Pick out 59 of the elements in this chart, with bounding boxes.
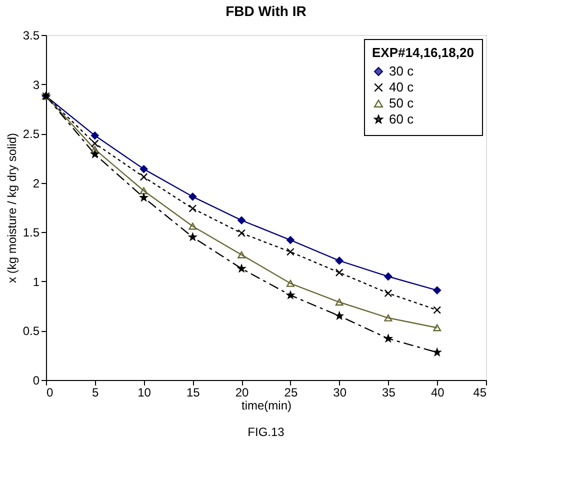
point [433,324,442,332]
x-tick-label: 0 [46,386,54,400]
point [384,272,392,280]
point [286,248,294,256]
point [238,216,246,224]
y-tick-label: 3 [32,78,40,92]
y-axis-title: x (kg moisture / kg dry solid) [4,132,19,284]
legend-label: 50 c [389,96,414,110]
x-tick-label: 5 [92,386,100,400]
y-tick-label: 0 [32,374,40,388]
x-tick-label: 20 [235,386,250,400]
caption: FIG.13 [248,425,285,439]
point [238,229,246,238]
y-tick-label: 0.5 [22,324,40,338]
point [286,236,294,244]
x-axis-title: time(min) [242,398,292,412]
point [140,194,148,201]
x-tick-label: 45 [473,386,487,400]
point [433,306,442,314]
point [384,314,392,322]
point [335,268,344,277]
point [238,264,246,272]
point [140,172,148,181]
point [90,132,99,140]
y-tick-label: 1.5 [22,226,40,240]
point [433,348,441,356]
x-tick-label: 35 [382,386,396,400]
point [335,298,344,306]
point [433,286,442,294]
point [286,291,294,299]
point [384,334,392,342]
point [188,233,196,240]
legend-label: 40 c [389,80,414,94]
point [90,139,99,148]
x-tick-label: 15 [186,386,200,400]
point [188,222,197,230]
point [384,289,392,298]
legend-label: 30 c [389,64,414,78]
chart-title: FBD With IR [226,3,306,19]
x-tick-label: 25 [284,386,298,400]
x-tick-label: 30 [333,386,347,400]
point [238,251,246,258]
point [90,146,99,153]
point [140,165,148,174]
y-tick-label: 2.5 [22,127,40,142]
legend-label: 60 c [389,112,414,126]
point [188,204,197,212]
point [140,187,148,194]
point [286,280,294,287]
y-tick-label: 2 [32,176,40,190]
point [188,192,197,201]
point [336,312,344,320]
point [91,150,99,158]
x-tick-label: 40 [430,386,445,400]
x-tick-label: 10 [138,386,152,400]
y-tick-label: 3.5 [22,28,40,42]
point [335,256,344,265]
y-tick-label: 1 [32,274,40,289]
legend-title: EXP#14,16,18,20 [372,45,474,60]
